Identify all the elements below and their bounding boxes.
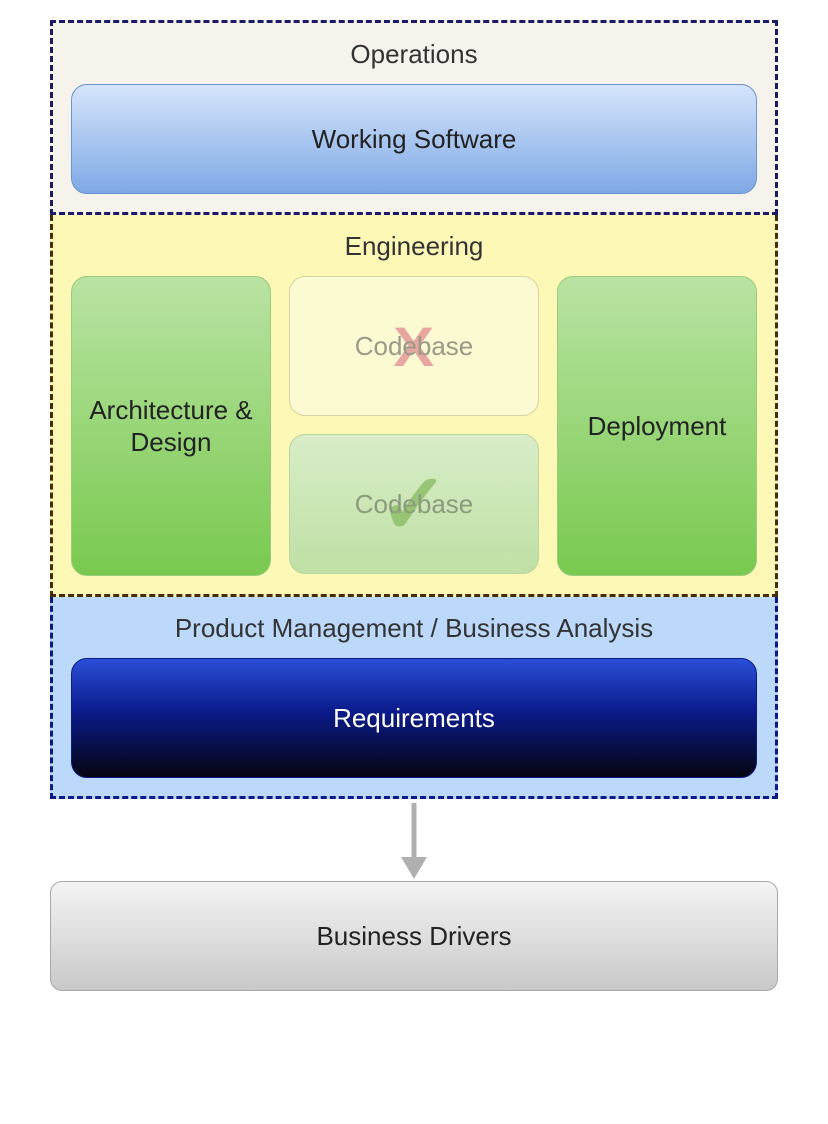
working-software-label: Working Software <box>312 124 517 155</box>
architecture-design-label: Architecture & Design <box>82 394 260 459</box>
engineering-title: Engineering <box>71 231 757 262</box>
business-drivers-box: Business Drivers <box>50 881 778 991</box>
product-management-section: Product Management / Business Analysis R… <box>50 597 778 799</box>
product-management-title: Product Management / Business Analysis <box>71 613 757 644</box>
deployment-label: Deployment <box>588 411 727 442</box>
requirements-label: Requirements <box>333 703 495 734</box>
codebase-accepted-label: Codebase <box>355 489 474 520</box>
deployment-box: Deployment <box>557 276 757 576</box>
codebase-rejected-box: X Codebase <box>289 276 539 416</box>
engineering-section: Engineering Architecture & Design X Code… <box>50 215 778 597</box>
working-software-box: Working Software <box>71 84 757 194</box>
layered-architecture-diagram: Operations Working Software Engineering … <box>50 20 778 991</box>
requirements-box: Requirements <box>71 658 757 778</box>
operations-title: Operations <box>71 39 757 70</box>
operations-section: Operations Working Software <box>50 20 778 215</box>
codebase-accepted-box: ✓ Codebase <box>289 434 539 574</box>
codebase-rejected-label: Codebase <box>355 331 474 362</box>
architecture-design-box: Architecture & Design <box>71 276 271 576</box>
business-drivers-label: Business Drivers <box>316 921 511 952</box>
down-arrow-icon <box>50 801 778 879</box>
